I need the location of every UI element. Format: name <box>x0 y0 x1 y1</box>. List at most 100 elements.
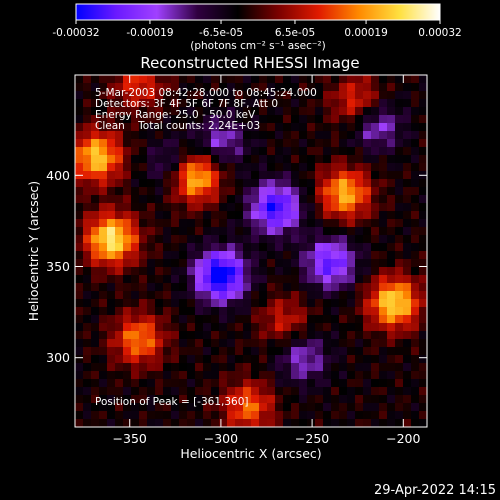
heatmap-cell <box>403 211 412 220</box>
heatmap-cell <box>195 187 204 196</box>
heatmap-cell <box>195 219 204 228</box>
heatmap-cell <box>283 107 292 116</box>
heatmap-cell <box>283 179 292 188</box>
heatmap-cell <box>403 275 412 284</box>
heatmap-cell <box>347 115 356 124</box>
heatmap-cell <box>131 131 140 140</box>
heatmap-cell <box>347 219 356 228</box>
heatmap-cell <box>147 227 156 236</box>
heatmap-cell <box>195 259 204 268</box>
heatmap-cell <box>331 355 340 364</box>
heatmap-cell <box>211 291 220 300</box>
heatmap-cell <box>91 243 100 252</box>
heatmap-cell <box>299 331 308 340</box>
heatmap-cell <box>203 251 212 260</box>
heatmap-cell <box>315 291 324 300</box>
heatmap-cell <box>323 275 332 284</box>
heatmap-cell <box>299 147 308 156</box>
heatmap-cell <box>347 283 356 292</box>
heatmap-cell <box>283 419 292 428</box>
heatmap-cell <box>195 203 204 212</box>
heatmap-cell <box>259 227 268 236</box>
heatmap-cell <box>259 171 268 180</box>
heatmap-cell <box>411 195 420 204</box>
heatmap-cell <box>99 403 108 412</box>
heatmap-cell <box>139 363 148 372</box>
heatmap-cell <box>275 251 284 260</box>
heatmap-cell <box>283 259 292 268</box>
heatmap-cell <box>187 155 196 164</box>
heatmap-cell <box>203 315 212 324</box>
heatmap-cell <box>387 147 396 156</box>
heatmap-cell <box>107 227 116 236</box>
heatmap-cell <box>267 315 276 324</box>
heatmap-cell <box>163 115 172 124</box>
heatmap-cell <box>147 387 156 396</box>
heatmap-cell <box>323 347 332 356</box>
heatmap-cell <box>163 395 172 404</box>
heatmap-cell <box>187 363 196 372</box>
heatmap-cell <box>331 99 340 108</box>
heatmap-cell <box>123 299 132 308</box>
heatmap-cell <box>363 291 372 300</box>
heatmap-cell <box>235 419 244 428</box>
heatmap-cell <box>323 291 332 300</box>
heatmap-cell <box>163 203 172 212</box>
heatmap-cell <box>171 395 180 404</box>
heatmap-cell <box>139 195 148 204</box>
heatmap-cell <box>211 355 220 364</box>
heatmap-cell <box>195 323 204 332</box>
heatmap-cell <box>387 83 396 92</box>
heatmap-cell <box>259 379 268 388</box>
heatmap-cell <box>307 395 316 404</box>
heatmap-cell <box>251 331 260 340</box>
heatmap-cell <box>75 227 84 236</box>
heatmap-cell <box>363 139 372 148</box>
heatmap-cell <box>291 91 300 100</box>
heatmap-cell <box>219 419 228 428</box>
heatmap-cell <box>315 307 324 316</box>
heatmap-cell <box>131 235 140 244</box>
heatmap-cell <box>203 323 212 332</box>
heatmap-cell <box>235 131 244 140</box>
heatmap-cell <box>243 83 252 92</box>
heatmap-cell <box>243 243 252 252</box>
heatmap-cell <box>107 243 116 252</box>
heatmap-cell <box>347 259 356 268</box>
heatmap-cell <box>195 363 204 372</box>
heatmap-cell <box>243 387 252 396</box>
heatmap-cell <box>363 115 372 124</box>
heatmap-cell <box>275 75 284 84</box>
heatmap-cell <box>155 83 164 92</box>
heatmap-cell <box>75 115 84 124</box>
heatmap-cell <box>147 115 156 124</box>
heatmap-cell <box>171 91 180 100</box>
heatmap-cell <box>211 99 220 108</box>
heatmap-cell <box>371 203 380 212</box>
heatmap-cell <box>243 275 252 284</box>
heatmap-cell <box>403 291 412 300</box>
heatmap-cell <box>275 387 284 396</box>
heatmap-cell <box>171 171 180 180</box>
heatmap-cell <box>75 235 84 244</box>
heatmap-cell <box>163 259 172 268</box>
heatmap-cell <box>195 115 204 124</box>
heatmap-cell <box>243 355 252 364</box>
heatmap-cell <box>147 339 156 348</box>
heatmap-cell <box>331 323 340 332</box>
heatmap-cell <box>315 155 324 164</box>
heatmap-cell <box>179 307 188 316</box>
heatmap-cell <box>275 419 284 428</box>
heatmap-cell <box>339 387 348 396</box>
heatmap-cell <box>339 347 348 356</box>
heatmap-cell <box>371 179 380 188</box>
heatmap-cell <box>291 171 300 180</box>
heatmap-cell <box>283 155 292 164</box>
heatmap-cell <box>83 363 92 372</box>
heatmap-cell <box>347 155 356 164</box>
heatmap-cell <box>299 83 308 92</box>
heatmap-cell <box>259 347 268 356</box>
heatmap-cell <box>283 115 292 124</box>
heatmap-cell <box>99 315 108 324</box>
heatmap-cell <box>323 331 332 340</box>
